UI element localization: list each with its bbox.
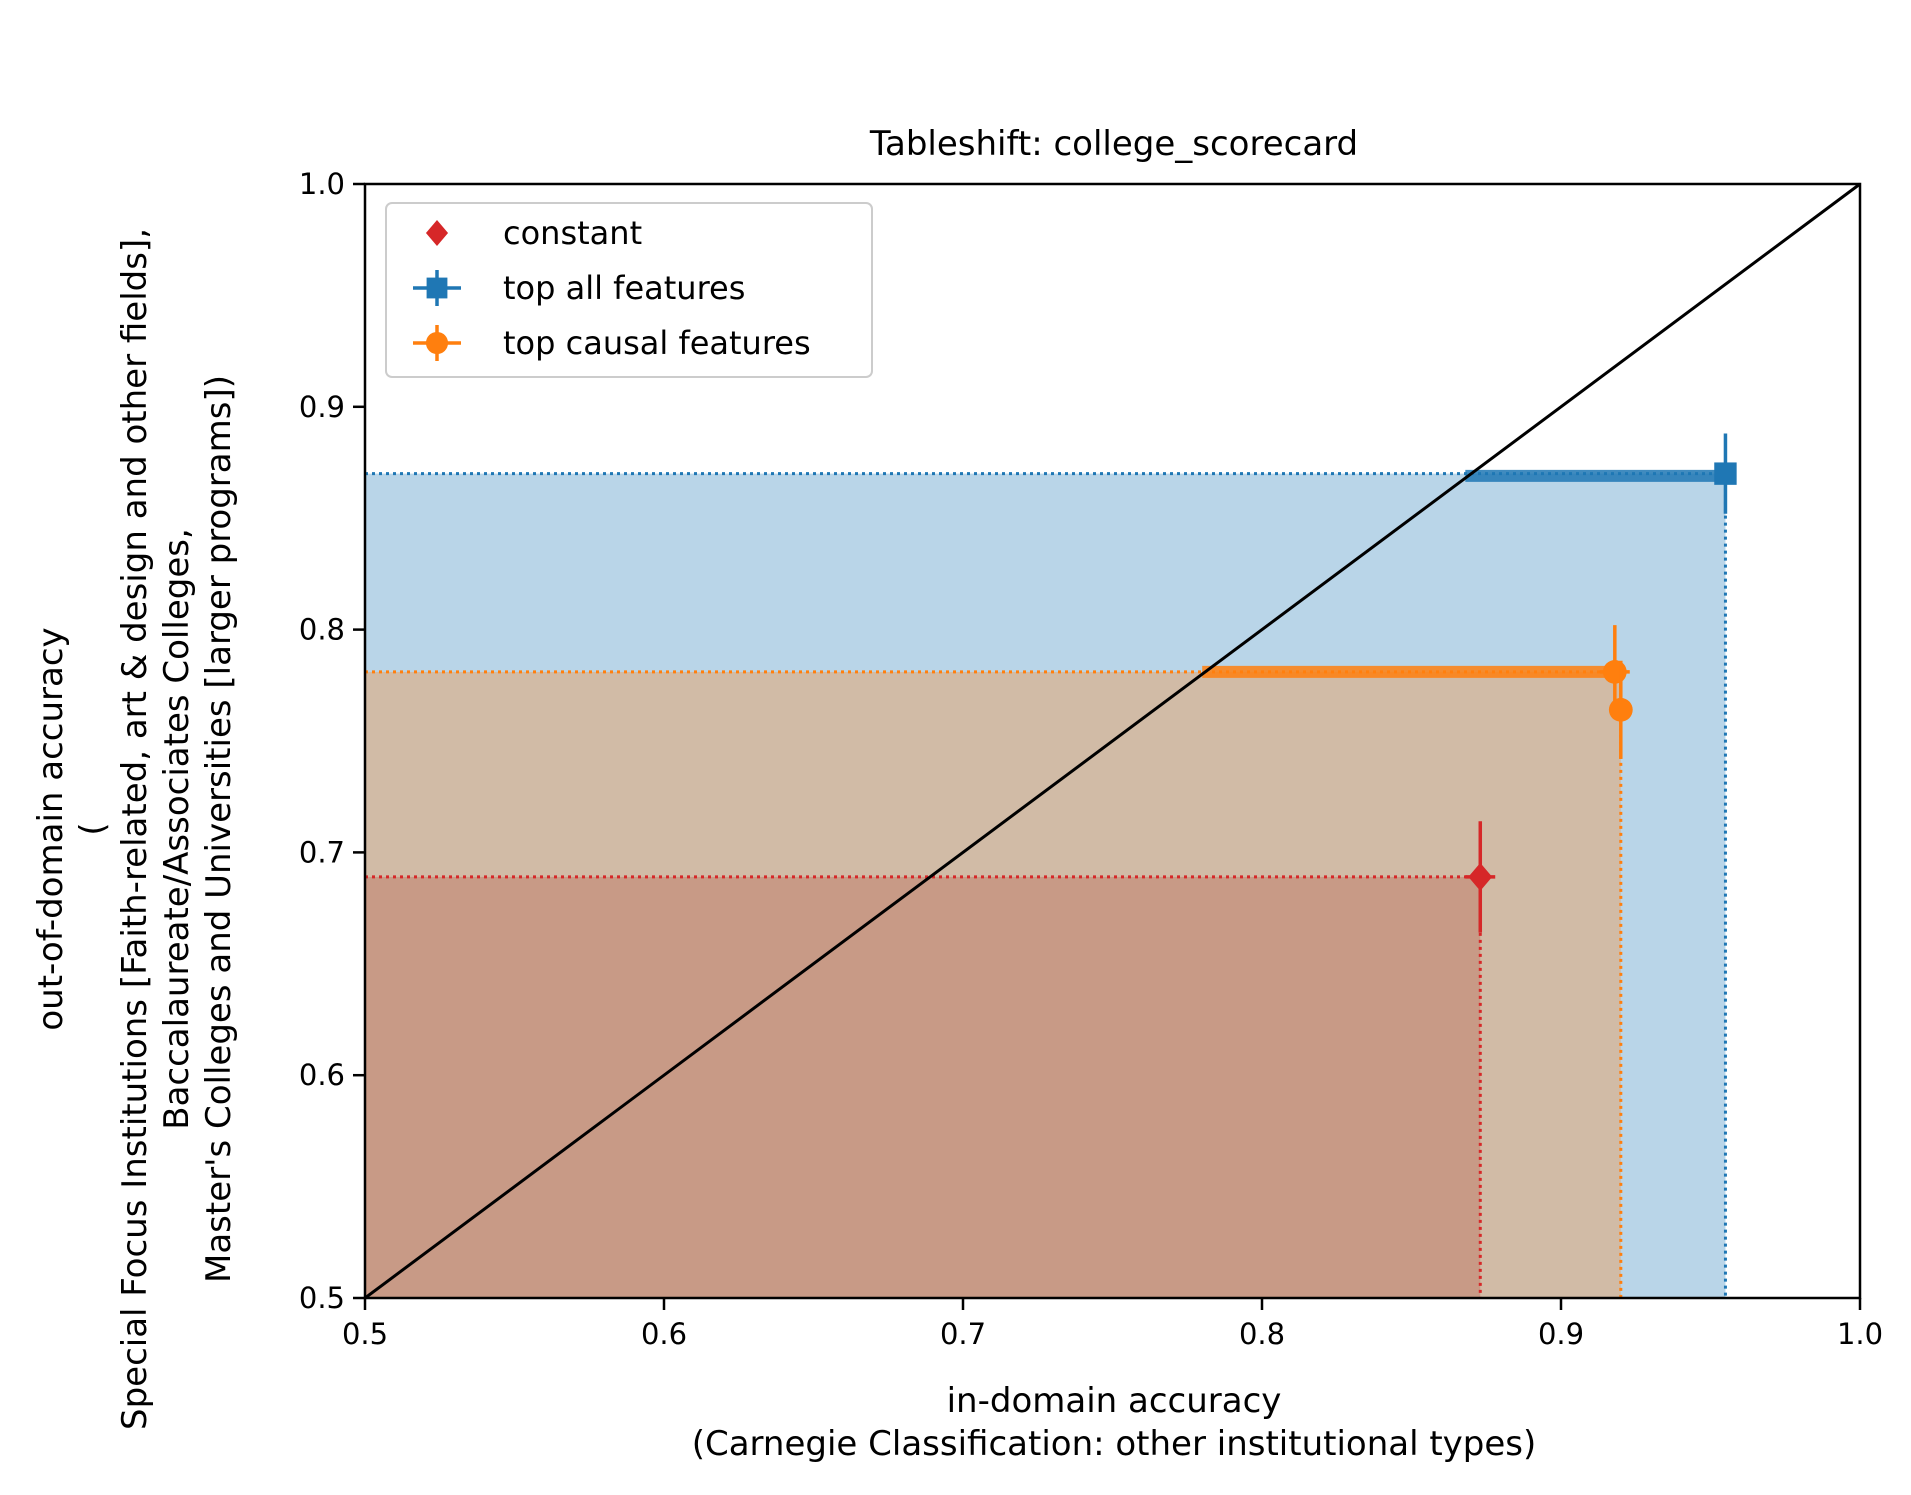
x-axis-ticks: 0.5 0.6 0.7 0.8 0.9 1.0	[342, 1298, 1883, 1351]
x-tick-label-5: 1.0	[1837, 1317, 1883, 1351]
point-top-causal-features-0	[1602, 660, 1627, 684]
legend-marker-top-causal-features	[425, 331, 449, 355]
point-top-causal-features-1	[1608, 697, 1633, 722]
diagonal-line	[364, 182, 1861, 1300]
y-tick-label-5: 1.0	[299, 167, 345, 201]
y-tick-label-0: 0.5	[299, 1281, 345, 1315]
x-tick-label-1: 0.6	[641, 1317, 687, 1351]
y-axis-label-line-1: out-of-domain accuracy	[31, 627, 71, 1030]
accuracy-bands	[1202, 469, 1726, 678]
x-tick-label-4: 0.9	[1538, 1317, 1584, 1351]
data-points	[1465, 433, 1737, 933]
point-constant-0	[1468, 862, 1493, 891]
shaded-regions	[365, 473, 1726, 1298]
y-axis-label-line-5: Master's Colleges and Universities [larg…	[199, 375, 239, 1283]
y-axis-label-line-3: Special Focus Institutions [Faith-relate…	[115, 228, 155, 1430]
x-tick-label-2: 0.7	[940, 1317, 986, 1351]
y-tick-label-2: 0.7	[299, 835, 345, 869]
legend: constant top all features top causal featu…	[385, 202, 873, 378]
y-tick-label-1: 0.6	[299, 1058, 345, 1092]
legend-label-constant: constant	[503, 214, 642, 252]
x-tick-label-0: 0.5	[342, 1317, 388, 1351]
y-axis-label-line-2: (	[73, 822, 113, 835]
y-axis-label: out-of-domain accuracy ( Special Focus I…	[31, 228, 239, 1430]
x-axis-label-line-1: in-domain accuracy	[947, 1381, 1282, 1421]
legend-label-top-causal-features: top causal features	[503, 324, 811, 362]
y-tick-label-3: 0.8	[299, 613, 345, 647]
legend-marker-constant	[425, 220, 449, 246]
y-axis-ticks: 0.5 0.6 0.7 0.8 0.9 1.0	[299, 167, 365, 1315]
x-tick-label-3: 0.8	[1239, 1317, 1285, 1351]
point-top-all-features-0	[1714, 462, 1737, 485]
plot-frame	[363, 182, 1862, 1300]
chart-title: Tableshift: college_scorecard	[869, 124, 1358, 164]
y-tick-label-4: 0.9	[299, 390, 345, 424]
legend-label-top-all-features: top all features	[503, 269, 745, 307]
y-axis-label-line-4: Baccalaureate/Associates Colleges,	[157, 528, 197, 1130]
legend-marker-top-all-features	[426, 277, 448, 299]
region-constant	[365, 876, 1481, 1298]
legend-box	[385, 202, 873, 378]
x-axis-label-line-2: (Carnegie Classification: other institut…	[692, 1424, 1537, 1464]
reference-lines	[365, 472, 1727, 1298]
